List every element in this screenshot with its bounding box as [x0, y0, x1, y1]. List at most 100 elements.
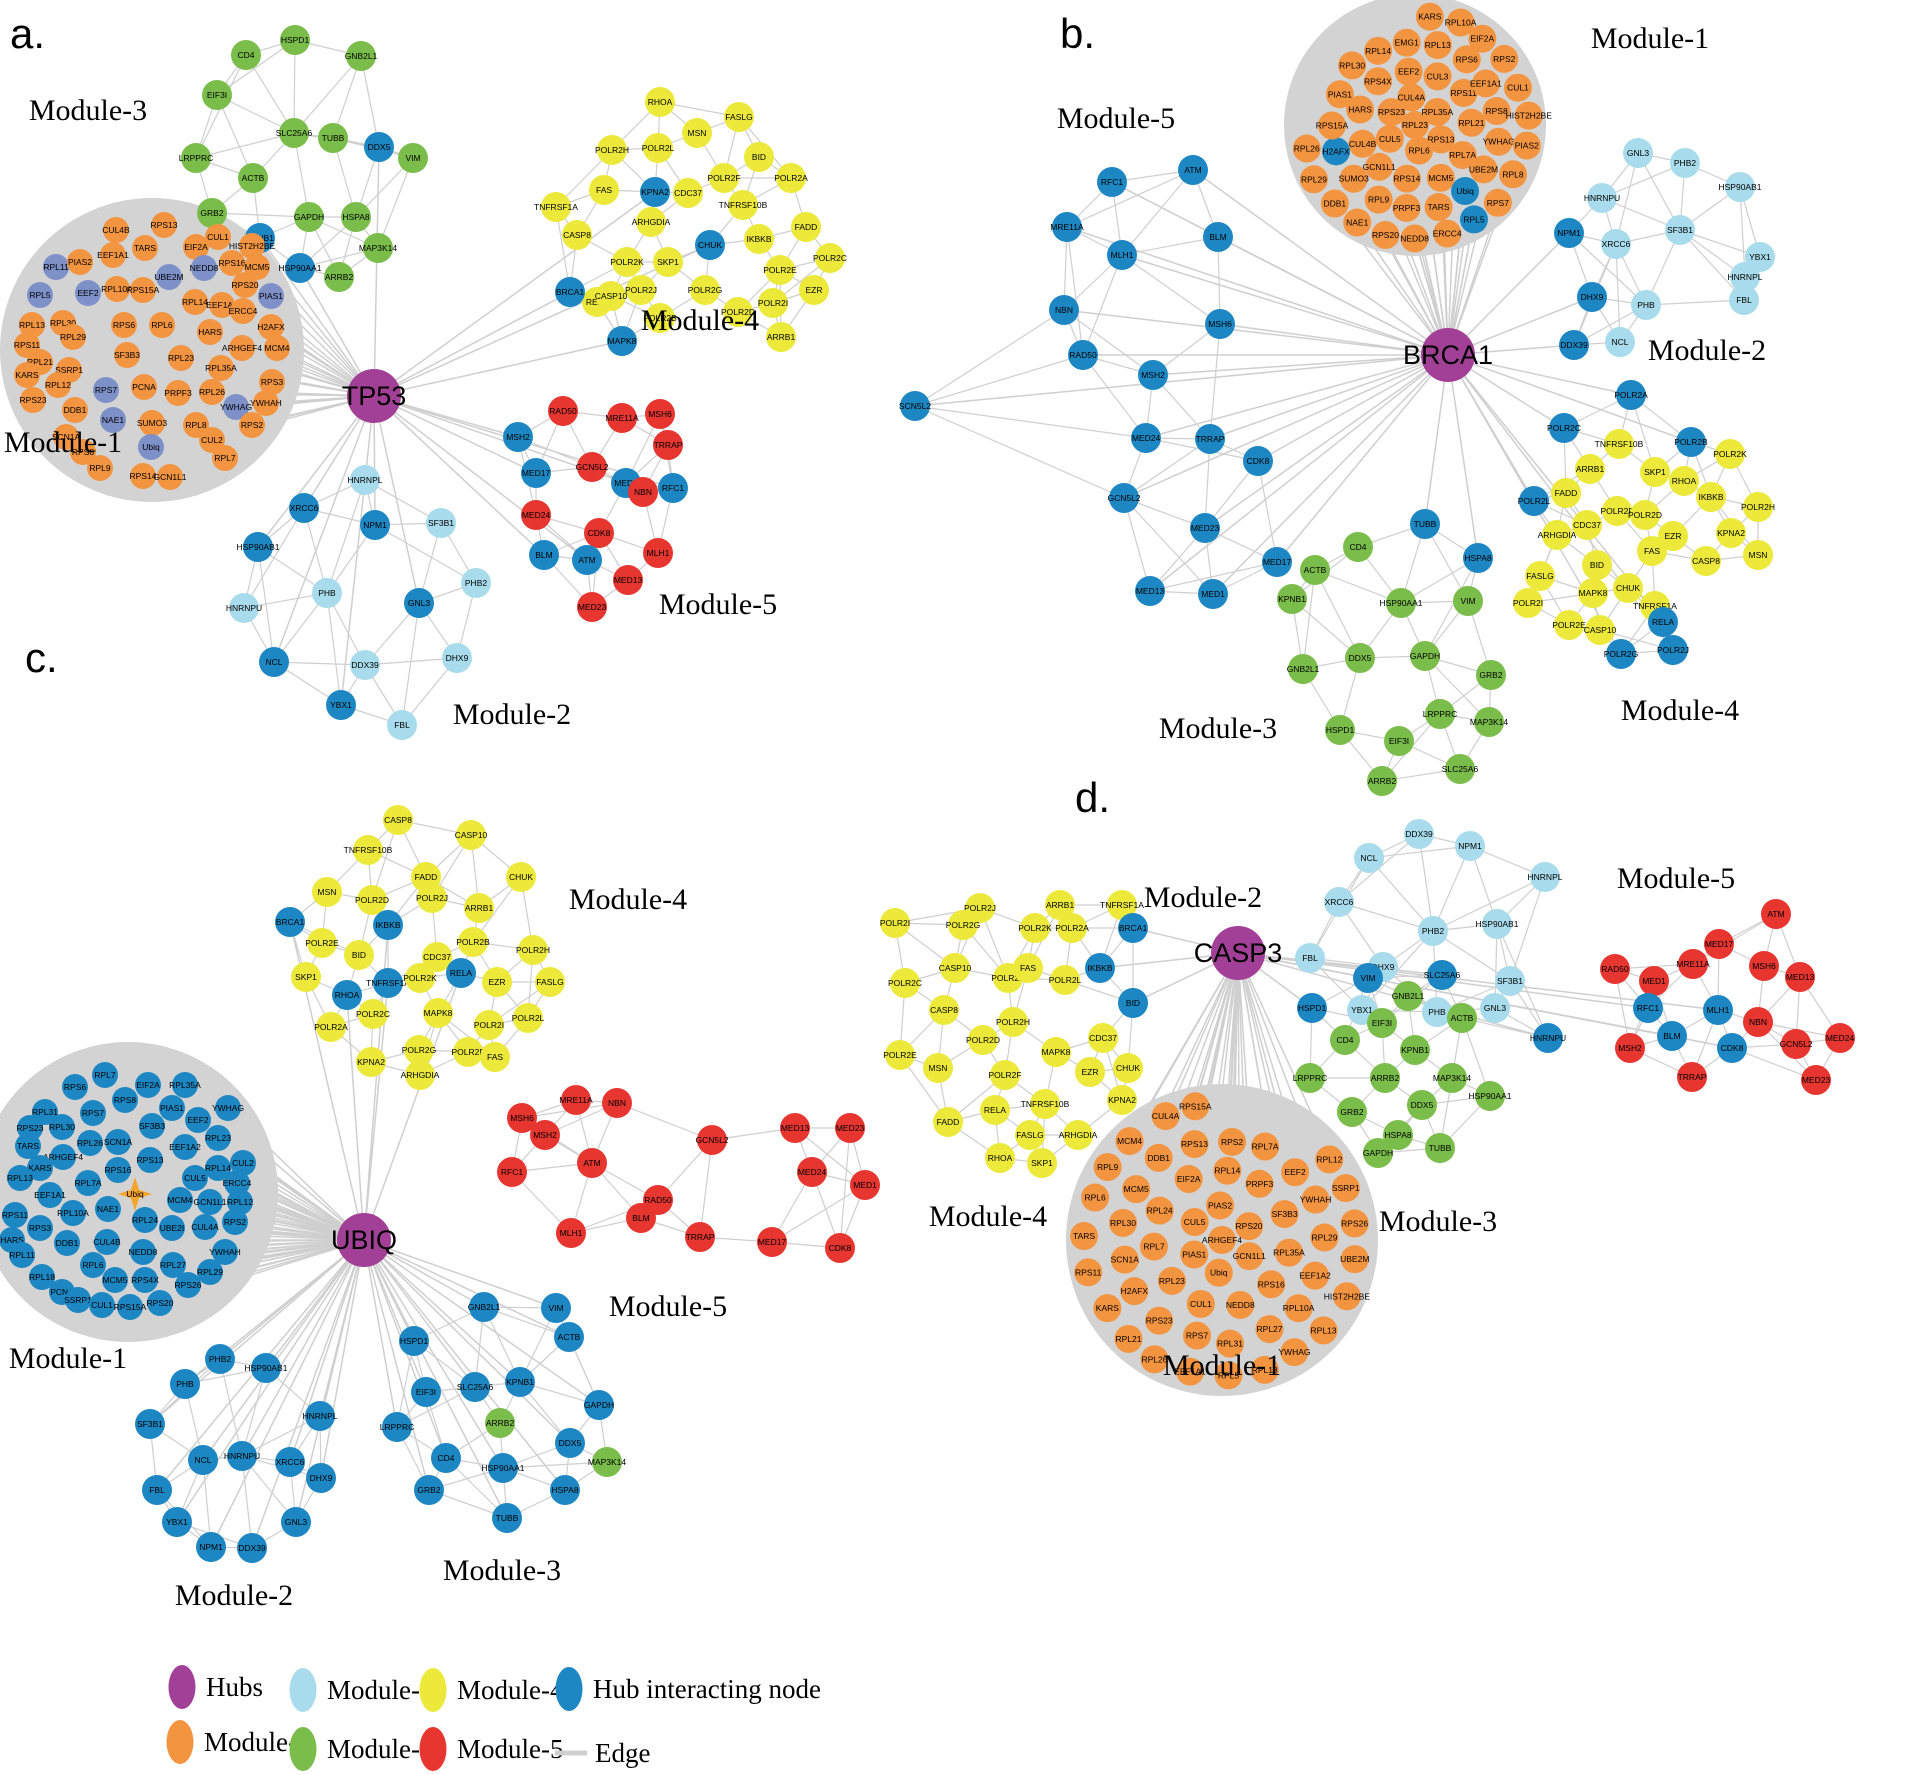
node-label: CD4 [1336, 1035, 1353, 1045]
node-RPS20: RPS20 [147, 1290, 174, 1316]
node-circle [239, 412, 265, 438]
node-circle [1490, 44, 1519, 73]
node-label: TNFRSF1A [1633, 601, 1677, 611]
node-circle [1407, 1090, 1437, 1120]
node-CUL4B: CUL4B [102, 217, 130, 243]
node-label: ATM [583, 1158, 600, 1168]
node-label: MED23 [1191, 523, 1220, 533]
node-circle [130, 463, 156, 489]
node-circle [1337, 1097, 1367, 1127]
node-MAP3K14: MAP3K14 [1470, 707, 1508, 737]
node-UBE2M: UBE2M [1469, 155, 1498, 184]
node-circle [1195, 424, 1225, 454]
node-label: RPS23 [1146, 1316, 1173, 1326]
node-circle [1410, 509, 1440, 539]
node-POLR2E: POLR2E [1552, 610, 1586, 640]
node-circle [87, 455, 113, 481]
node-circle [1463, 543, 1493, 573]
node-label: POLR2H [1741, 502, 1775, 512]
edge [401, 602, 420, 726]
node-circle [643, 1185, 673, 1215]
node-RPL10A: RPL10A [101, 276, 133, 302]
node-circle [222, 1209, 248, 1235]
node-SLC25A6: SLC25A6 [1424, 960, 1460, 990]
node-POLR2D: POLR2D [721, 297, 755, 327]
node-SKP1: SKP1 [1027, 1148, 1057, 1178]
node-label: FAS [596, 185, 612, 195]
node-CHUK: CHUK [695, 230, 725, 260]
node-label: SKP1 [295, 972, 317, 982]
node-YWHAH: YWHAH [209, 1239, 241, 1265]
node-label: NEDD8 [1400, 233, 1429, 243]
edge [373, 395, 420, 604]
node-circle [985, 1143, 1015, 1173]
node-label: SF3B3 [139, 1121, 165, 1131]
node-RPS8: RPS8 [70, 439, 96, 465]
node-TNFRSF10B: TNFRSF10B [1021, 1089, 1070, 1119]
node-circle [65, 1287, 91, 1313]
node-label: PHB2 [465, 578, 487, 588]
node-circle [933, 1107, 963, 1137]
node-RAD50: RAD50 [1600, 954, 1630, 984]
node-VIM: VIM [541, 1293, 571, 1323]
hub-casp3: CASP3 [1194, 926, 1282, 980]
node-circle [1093, 1153, 1122, 1182]
node-MAPK8: MAPK8 [423, 998, 453, 1028]
node-label: RPL6 [82, 1260, 104, 1270]
node-label: DDX5 [1349, 653, 1372, 663]
node-circle [29, 1264, 55, 1290]
legend-item-edge: Edge [555, 1738, 650, 1768]
node-CUL2: CUL2 [199, 427, 225, 453]
node-label: TNFRSF1A [366, 978, 410, 988]
node-label: RHOA [335, 990, 360, 1000]
node-circle [197, 1189, 223, 1215]
node-label: MED24 [798, 1167, 827, 1177]
node-MLH1: MLH1 [1703, 995, 1733, 1025]
node-circle [1181, 1092, 1210, 1121]
node-circle [324, 262, 354, 292]
node-label: CD4 [437, 1453, 454, 1463]
node-circle [149, 312, 175, 338]
edge [251, 1239, 365, 1549]
node-circle [138, 434, 164, 460]
edge [245, 54, 295, 134]
edge [363, 1239, 600, 1406]
node-label: POLR2G [688, 285, 723, 295]
edge [1509, 876, 1546, 982]
node-label: RPS13 [151, 220, 178, 230]
node-circle [111, 312, 137, 338]
node-circle [93, 377, 119, 403]
node-label: XRCC6 [1602, 239, 1631, 249]
node-EZR: EZR [799, 275, 829, 305]
node-label: MED17 [1705, 939, 1734, 949]
node-SF3B1: SF3B1 [426, 508, 456, 538]
node-circle [1482, 909, 1512, 939]
node-label: GCN5L2 [1107, 493, 1140, 503]
node-label: RPL23 [205, 1133, 231, 1143]
node-circle [289, 493, 319, 523]
node-EEF2: EEF2 [1394, 57, 1423, 86]
node-RPL24: RPL24 [1145, 1196, 1174, 1225]
node-label: MSH6 [648, 409, 672, 419]
node-label: VIM [405, 153, 420, 163]
node-circle [562, 220, 592, 250]
node-BID: BID [1118, 988, 1148, 1018]
node-circle [1281, 1158, 1310, 1187]
node-label: GNB2L1 [468, 1302, 501, 1312]
node-label: HSPD1 [1326, 725, 1355, 735]
node-RPL7: RPL7 [92, 1062, 118, 1088]
node-DDX39: DDX39 [1559, 330, 1589, 360]
node-label: RELA [984, 1105, 1007, 1115]
node-NPM1: NPM1 [1554, 218, 1584, 248]
node-circle [1384, 726, 1414, 756]
node-label: MCM4 [1117, 1136, 1142, 1146]
node-circle [1392, 193, 1421, 222]
node-circle [182, 1165, 208, 1191]
node-ATM: ATM [577, 1148, 607, 1178]
node-label: MSN [318, 887, 337, 897]
node-TRRAP: TRRAP [1195, 424, 1225, 454]
node-circle [239, 233, 265, 259]
node-circle [653, 247, 683, 277]
edge [1066, 169, 1194, 228]
node-circle [92, 1062, 118, 1088]
